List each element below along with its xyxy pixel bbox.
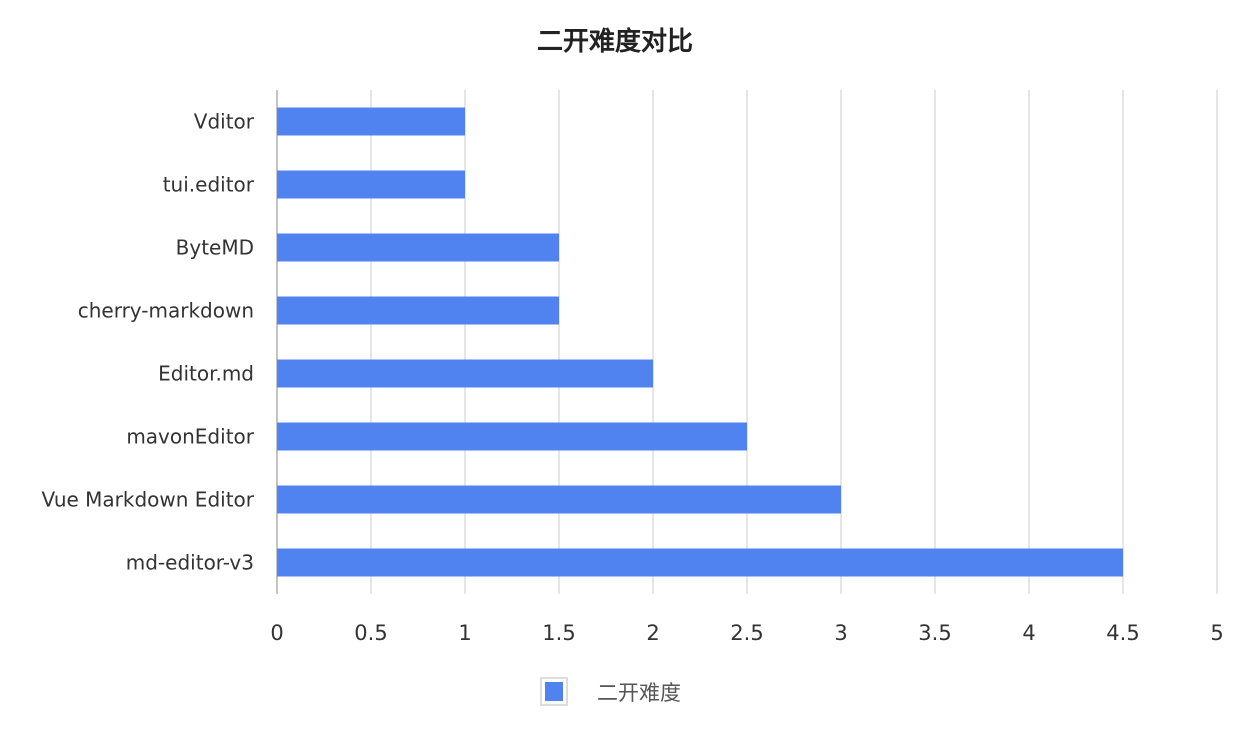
x-tick-label: 2 [646,621,659,645]
y-category-label: md-editor-v3 [126,551,254,575]
x-tick-label: 2.5 [730,621,763,645]
x-axis-labels: 0 0.5 1 1.5 2 2.5 3 3.5 4 4.5 5 [270,621,1223,645]
bar[interactable] [277,485,841,514]
legend[interactable]: 二开难度 [540,677,681,706]
y-category-label: tui.editor [163,173,255,197]
x-tick-label: 1.5 [542,621,575,645]
x-tick-label: 5 [1210,621,1223,645]
y-category-label: Editor.md [158,362,254,386]
y-category-label: ByteMD [176,236,254,260]
bar[interactable] [277,170,465,199]
x-tick-label: 0.5 [354,621,387,645]
bar[interactable] [277,548,1123,577]
y-category-label: cherry-markdown [78,299,254,323]
bar[interactable] [277,107,465,136]
bar[interactable] [277,422,747,451]
x-tick-label: 0 [270,621,283,645]
x-tick-label: 4 [1022,621,1035,645]
y-category-label: mavonEditor [126,425,254,449]
y-axis-labels: Vditor tui.editor ByteMD cherry-markdown Edi… [42,110,255,575]
x-tick-label: 3 [834,621,847,645]
chart-title: 二开难度对比 [537,26,693,57]
x-tick-label: 1 [458,621,471,645]
x-tick-label: 3.5 [918,621,951,645]
bars [277,107,1123,577]
legend-swatch [545,682,563,701]
y-category-label: Vue Markdown Editor [42,488,255,512]
x-tick-label: 4.5 [1106,621,1139,645]
bar[interactable] [277,233,559,262]
bar[interactable] [277,359,653,388]
gridlines [370,90,1218,594]
legend-label: 二开难度 [597,681,681,705]
bar[interactable] [277,296,559,325]
y-category-label: Vditor [194,110,255,134]
